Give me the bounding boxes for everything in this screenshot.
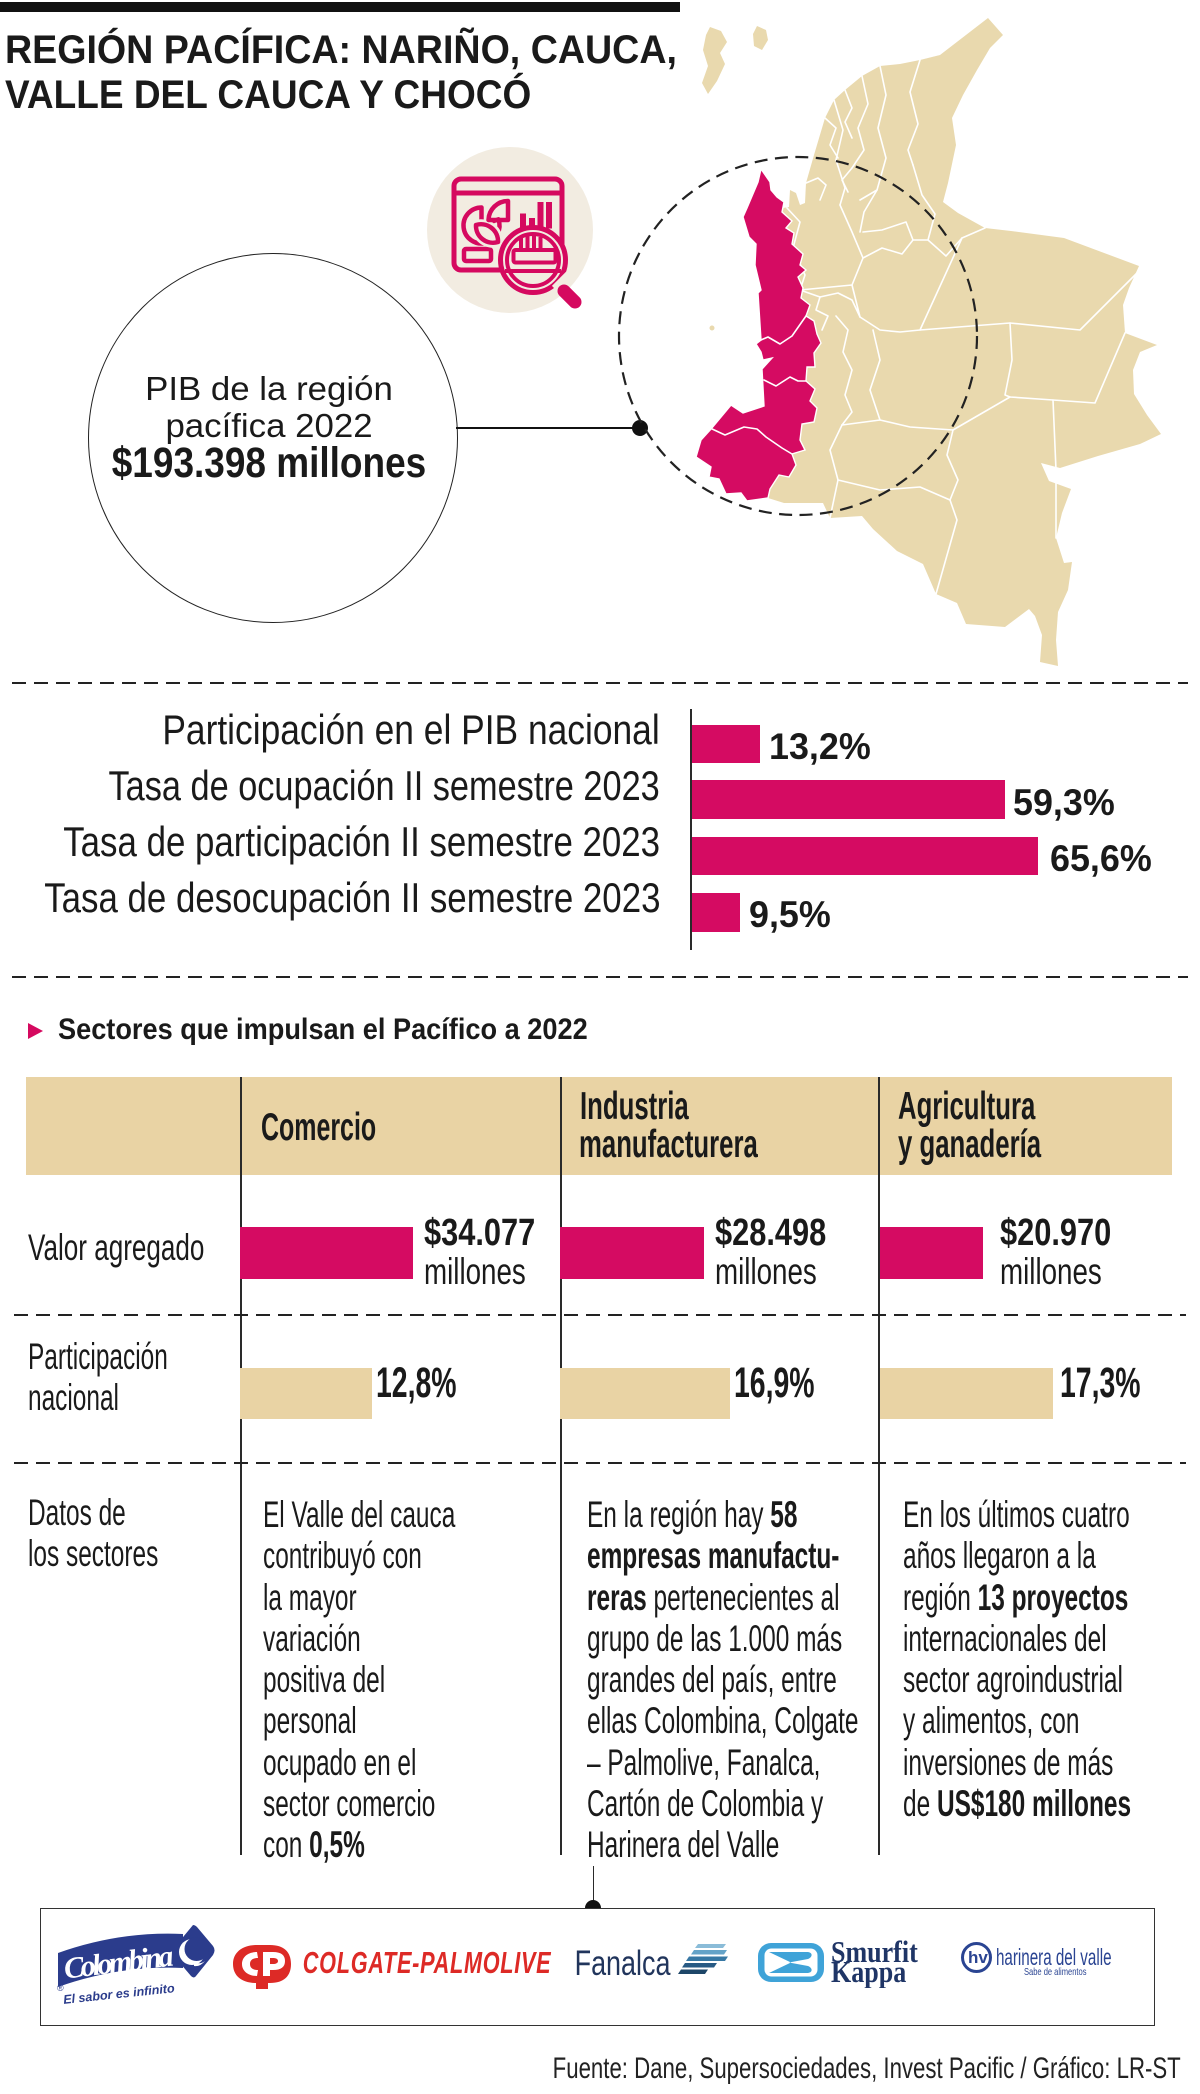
svg-text:Kappa: Kappa: [831, 1955, 906, 1988]
svg-text:COLGATE-PALMOLIVE: COLGATE-PALMOLIVE: [303, 1945, 552, 1980]
svg-text:hv: hv: [968, 1948, 988, 1967]
svg-text:®: ®: [57, 1983, 64, 1993]
svg-text:El sabor es infinito: El sabor es infinito: [63, 1981, 176, 2007]
svg-text:Smurfit: Smurfit: [831, 1938, 918, 1970]
svg-text:Fanalca: Fanalca: [575, 1944, 671, 1983]
svg-text:Sabe de alimentos: Sabe de alimentos: [1024, 1966, 1087, 1977]
svg-text:harinera del valle: harinera del valle: [996, 1945, 1112, 1971]
